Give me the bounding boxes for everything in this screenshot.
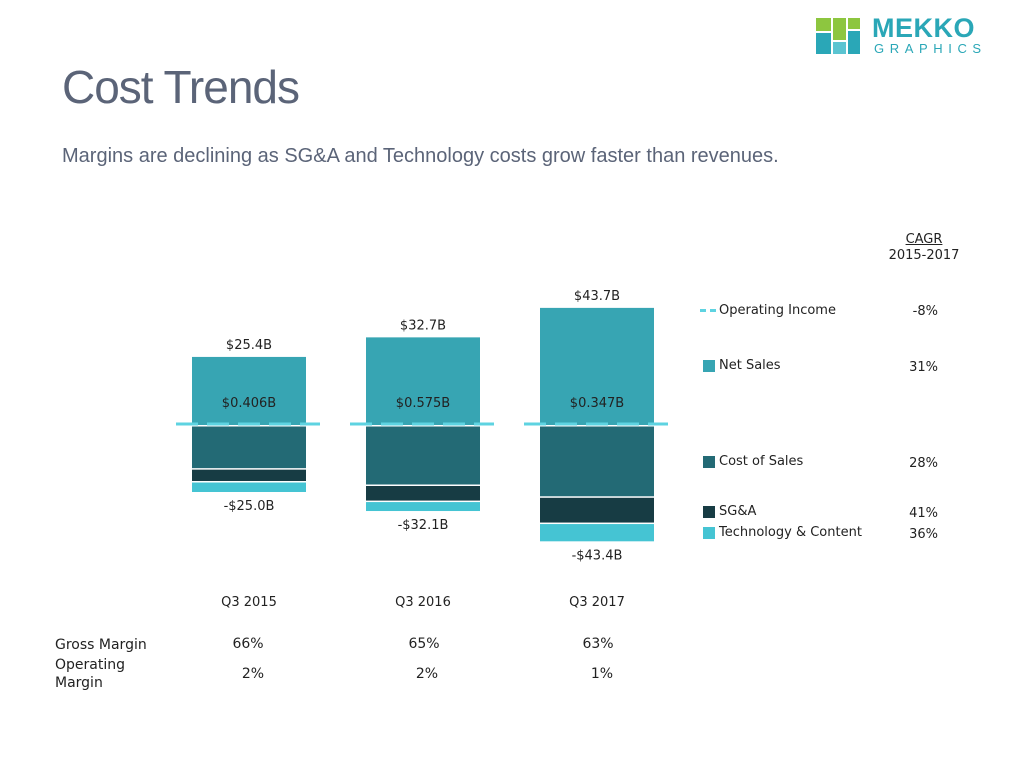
x-axis-category-label: Q3 2017 bbox=[569, 595, 625, 610]
legend-swatch-technology-content bbox=[703, 527, 715, 539]
operating-income-label: $0.575B bbox=[396, 396, 450, 411]
bar-technology-content bbox=[366, 502, 480, 512]
legend-label: Cost of Sales bbox=[719, 454, 804, 469]
logo-word-graphics: GRAPHICS bbox=[874, 41, 987, 56]
operating-margin-label: Operating Margin bbox=[55, 657, 125, 691]
bar-net-sales bbox=[366, 337, 480, 425]
operating-income-label: $0.406B bbox=[222, 396, 276, 411]
legend-swatch-cost-of-sales bbox=[703, 456, 715, 468]
total-cost-label: -$43.4B bbox=[572, 548, 623, 563]
operating-margin-value: 2% bbox=[241, 666, 265, 682]
bar-technology-content bbox=[192, 482, 306, 492]
legend-label: Technology & Content bbox=[719, 525, 862, 540]
legend-label: Net Sales bbox=[719, 358, 781, 373]
legend-label: SG&A bbox=[719, 504, 757, 519]
legend-label: Operating Income bbox=[719, 303, 836, 318]
x-axis-category-label: Q3 2016 bbox=[395, 595, 451, 610]
cagr-value-cost-of-sales: 28% bbox=[909, 456, 938, 471]
bar-net-sales bbox=[192, 356, 306, 425]
bar-cost-of-sales bbox=[366, 426, 480, 485]
logo-mark-icon bbox=[816, 18, 860, 54]
legend-swatch-operating-income bbox=[700, 309, 716, 312]
gross-margin-value: 65% bbox=[408, 636, 440, 652]
operating-margin-value: 2% bbox=[415, 666, 439, 682]
legend-swatch-sga bbox=[703, 506, 715, 518]
bar-cost-of-sales bbox=[192, 426, 306, 469]
page-subtitle: Margins are declining as SG&A and Techno… bbox=[62, 145, 779, 167]
bar-technology-content bbox=[540, 524, 654, 542]
cagr-value-operating-income: -8% bbox=[912, 304, 938, 319]
cagr-heading-title: CAGR bbox=[905, 232, 943, 247]
total-cost-label: -$25.0B bbox=[224, 499, 275, 514]
gross-margin-label: Gross Margin bbox=[55, 637, 147, 653]
cagr-heading: CAGR 2015-2017 bbox=[878, 232, 970, 264]
gross-margin-value: 63% bbox=[582, 636, 614, 652]
net-sales-label: $32.7B bbox=[400, 318, 446, 333]
operating-margin-value: 1% bbox=[590, 666, 614, 682]
bar-sg-a bbox=[540, 497, 654, 523]
mekko-graphics-logo: MEKKO GRAPHICS bbox=[816, 13, 1006, 60]
bar-sg-a bbox=[366, 485, 480, 501]
logo-word-mekko: MEKKO bbox=[872, 13, 975, 43]
cagr-value-sga: 41% bbox=[909, 506, 938, 521]
cagr-value-technology-content: 36% bbox=[909, 527, 938, 542]
operating-income-label: $0.347B bbox=[570, 396, 624, 411]
x-axis-category-label: Q3 2015 bbox=[221, 595, 277, 610]
cagr-value-net-sales: 31% bbox=[909, 360, 938, 375]
net-sales-label: $43.7B bbox=[574, 289, 620, 304]
bar-net-sales bbox=[540, 307, 654, 425]
bar-cost-of-sales bbox=[540, 426, 654, 497]
bar-sg-a bbox=[192, 469, 306, 482]
total-cost-label: -$32.1B bbox=[398, 518, 449, 533]
legend-swatch-net-sales bbox=[703, 360, 715, 372]
gross-margin-value: 66% bbox=[232, 636, 264, 652]
net-sales-label: $25.4B bbox=[226, 338, 272, 353]
cagr-heading-period: 2015-2017 bbox=[888, 248, 960, 263]
page-title: Cost Trends bbox=[62, 61, 300, 113]
